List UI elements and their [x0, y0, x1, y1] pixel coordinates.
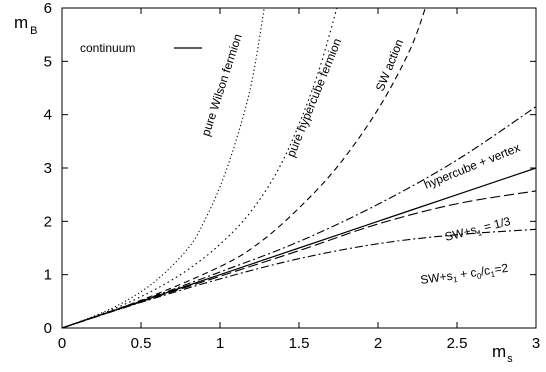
label-pure-wilson: pure Wilson fermion [199, 32, 245, 138]
x-axis-title-main: m [492, 342, 506, 361]
x-tick-label: 3 [532, 335, 540, 352]
series-line-sw-action [61, 7, 426, 329]
label-sw-s1-third: SW+s1 = 1/3 [443, 214, 512, 246]
y-tick-label: 1 [44, 267, 52, 284]
y-axis-title-main: m [14, 13, 28, 32]
series-line-sw-s1-1-3 [61, 190, 537, 329]
y-axis-title-sub: B [30, 25, 37, 37]
x-tick-label: 0.5 [131, 335, 152, 352]
x-tick-label: 1.5 [289, 335, 310, 352]
x-axis-title: ms [492, 342, 513, 365]
label-sw-s1-c0c1: SW+s1 + c0/c1=2 [419, 261, 509, 289]
series-line-pure-wilson-fermion [61, 7, 265, 329]
label-hypercube-vertex: hypercube + vertex [422, 140, 522, 191]
y-tick-label: 3 [44, 160, 52, 177]
y-tick-label: 0 [44, 320, 52, 337]
x-axis-ticks: 0 0.5 1 1.5 2 2.5 3 [58, 8, 540, 352]
y-tick-label: 4 [44, 107, 52, 124]
label-pure-hypercube: pure hypercube fermion [284, 36, 344, 159]
series-line-hypercube-vertex [61, 106, 537, 329]
y-axis-ticks: 0 1 2 3 4 5 6 [44, 0, 536, 337]
legend: continuum [80, 41, 202, 55]
legend-label: continuum [80, 41, 135, 55]
series-layer [61, 7, 537, 329]
y-tick-label: 5 [44, 53, 52, 70]
y-tick-label: 6 [44, 0, 52, 17]
y-tick-label: 2 [44, 213, 52, 230]
x-tick-label: 0 [58, 335, 66, 352]
series-line-sw-s1-c0-c1-2 [61, 228, 537, 329]
x-tick-label: 2 [374, 335, 382, 352]
x-tick-label: 2.5 [447, 335, 468, 352]
x-axis-title-sub: s [507, 353, 513, 365]
x-tick-label: 1 [216, 335, 224, 352]
label-sw-action: SW action [373, 37, 406, 93]
